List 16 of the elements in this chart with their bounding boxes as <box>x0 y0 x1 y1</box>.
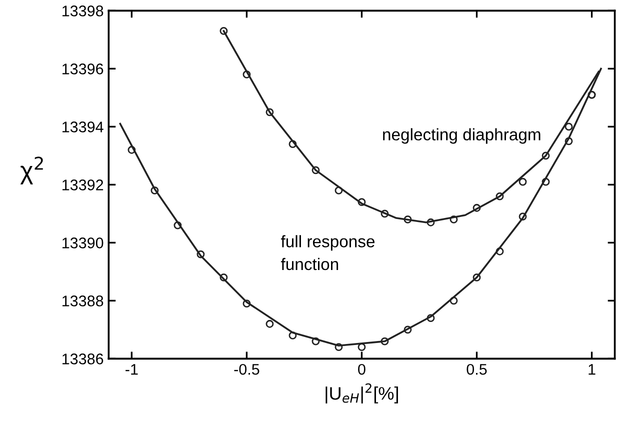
y-tick-label: 13394 <box>62 122 104 132</box>
x-tick-label: 0 <box>358 364 366 375</box>
y-tick-label: 13396 <box>62 64 104 74</box>
x-tick-label: 0.5 <box>466 364 487 375</box>
y-tick-label: 13386 <box>62 354 104 364</box>
y-tick-label: 13390 <box>62 238 104 248</box>
y-tick-label: 13388 <box>62 296 104 306</box>
y-tick-label: 13392 <box>62 180 104 190</box>
annotation: full response function <box>280 235 375 270</box>
x-axis-title: |U$_{eH}$|$^{2}$[%] <box>326 383 398 404</box>
x-tick-label: 1 <box>588 364 596 375</box>
y-axis-title: χ$^{2}$ <box>20 156 43 184</box>
x-tick-label: -0.5 <box>234 364 260 375</box>
annotation: neglecting diaphragm <box>383 128 540 144</box>
y-tick-label: 13398 <box>62 6 104 16</box>
x-tick-label: -1 <box>126 364 138 375</box>
